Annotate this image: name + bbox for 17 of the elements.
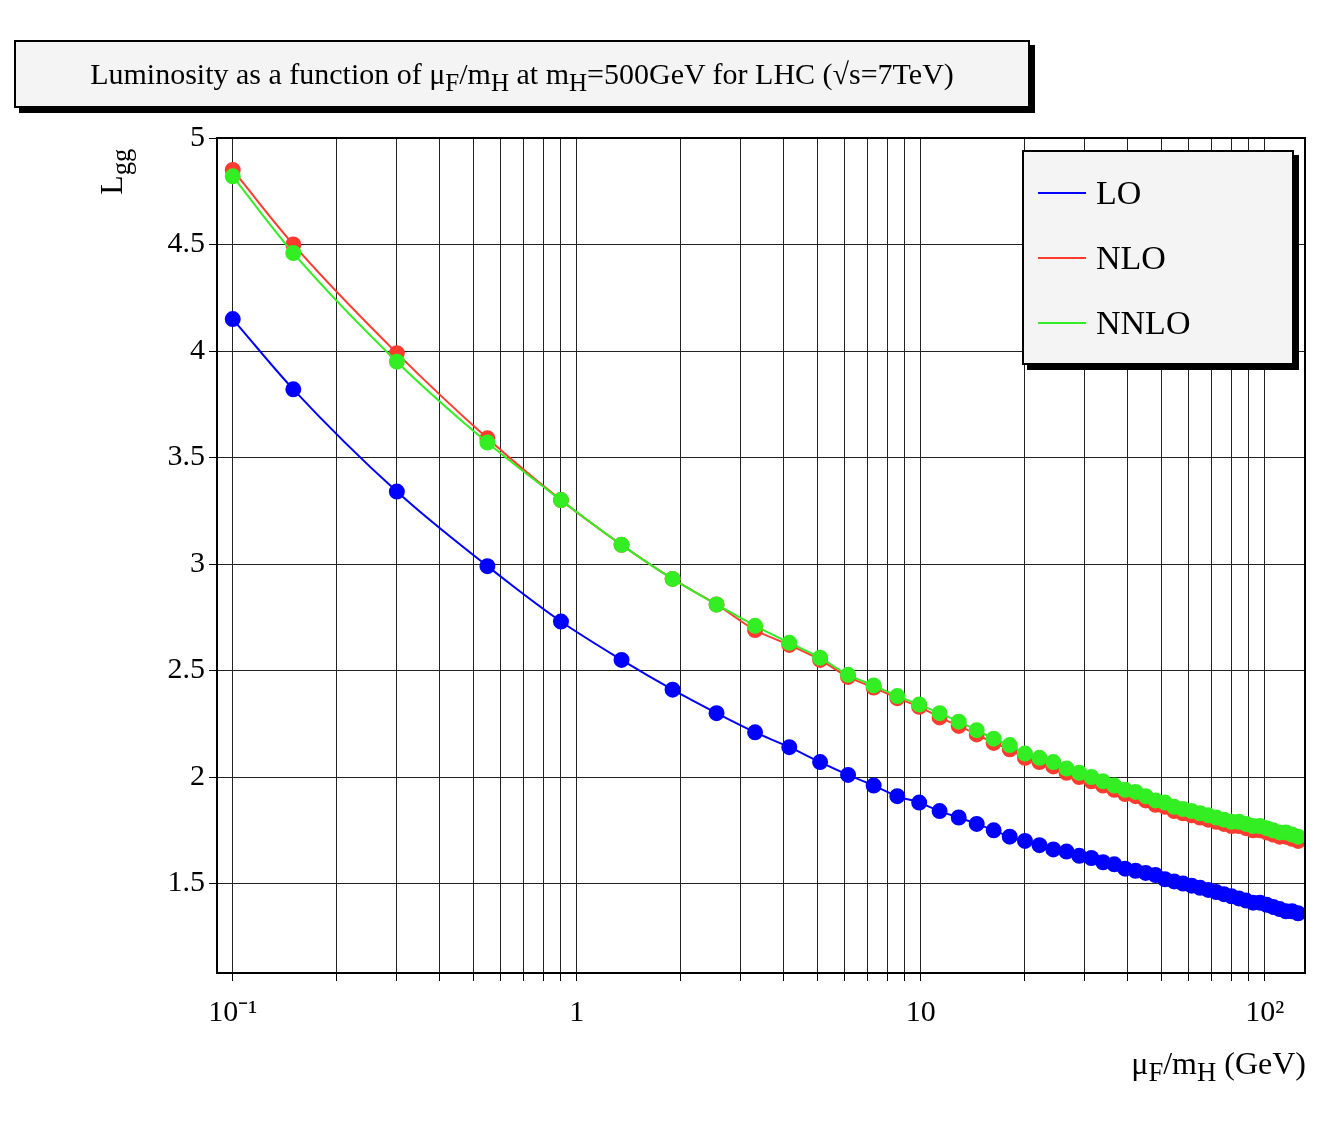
x-tick-label: 1 [569,993,585,1027]
x-tick-label: 10⁻¹ [208,993,258,1027]
y-tick-label: 4.5 [167,225,205,259]
legend-label: NLO [1096,238,1166,277]
x-axis-title: μ$_{F}$/m$_{H}$ (GeV) [1131,1045,1306,1089]
y-tick-label: 2 [190,757,205,791]
y-tick-label: 3.5 [167,438,205,472]
y-tick-label: 2.5 [167,651,205,685]
x-tick-label: 10² [1245,993,1285,1027]
y-tick-label: 3 [190,544,205,578]
y-tick-label: 5 [190,118,205,152]
chart-title: Luminosity as a function of μ$_{F}$/m$_{H}$ at m$_{H}$=500GeV for LHC (√s=7TeV) [14,40,1030,108]
legend-label: NNLO [1096,303,1191,342]
y-tick-label: 4 [190,331,205,365]
legend-label: LO [1096,173,1142,212]
y-tick-label: 1.5 [167,864,205,898]
x-tick-label: 10 [905,993,936,1027]
